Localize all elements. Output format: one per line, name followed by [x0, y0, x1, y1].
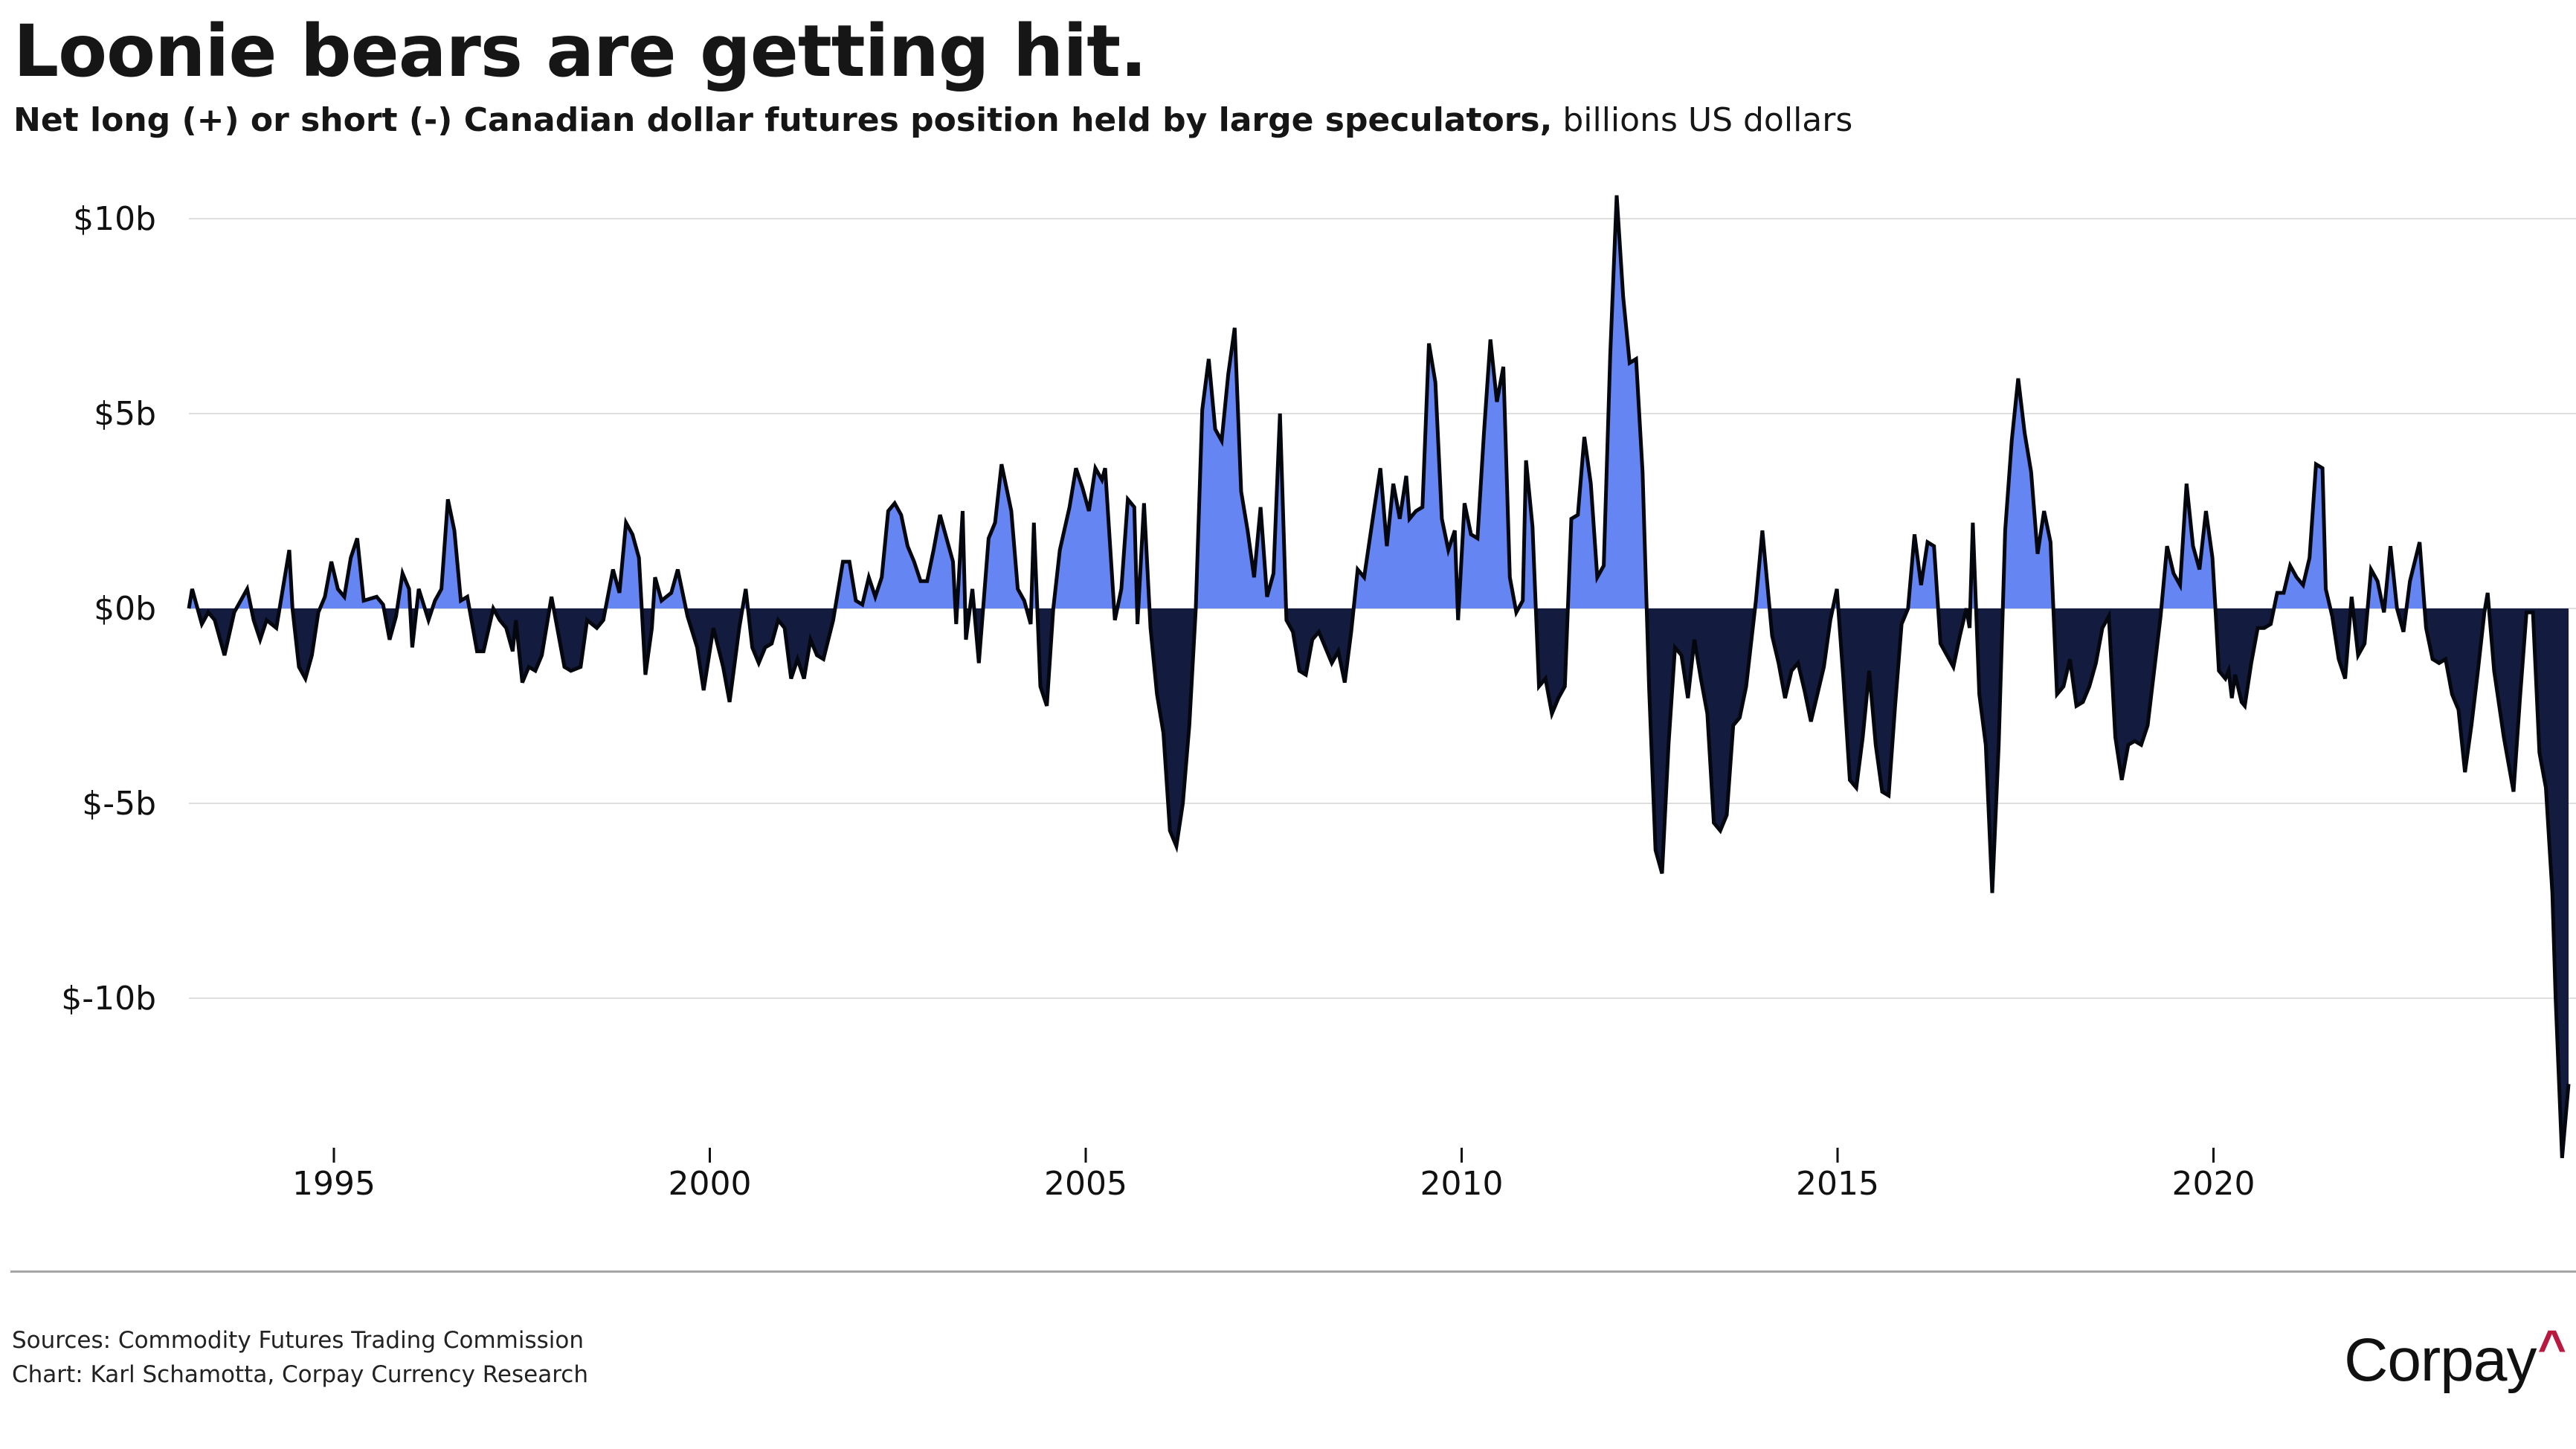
x-tick-label: 2010: [1420, 1165, 1504, 1203]
positive-area: [189, 195, 2569, 608]
x-axis: 1995 2000 2005 2010 2015 2020: [292, 1148, 2255, 1203]
chart-title: Loonie bears are getting hit.: [13, 10, 1147, 93]
negative-area: [189, 608, 2569, 1158]
y-tick-label: $-5b: [82, 785, 156, 823]
y-axis: $10b $5b $0b $-5b $-10b: [61, 200, 156, 1018]
y-tick-label: $10b: [73, 200, 156, 238]
series-line: [187, 195, 2571, 1159]
footer-divider: [10, 1270, 2576, 1273]
area-chart: $10b $5b $0b $-5b $-10b 1995 2000 2005 2010 2015…: [61, 195, 2576, 1203]
y-tick-label: $5b: [94, 395, 156, 433]
x-tick-label: 2000: [669, 1165, 752, 1203]
x-tick-label: 2020: [2172, 1165, 2255, 1203]
x-tick-label: 1995: [292, 1165, 376, 1203]
subtitle-lead: Net long (+) or short (-) Canadian dolla…: [13, 101, 1553, 139]
source-note: Sources: Commodity Futures Trading Commi…: [12, 1327, 585, 1354]
chart-credit: Chart: Karl Schamotta, Corpay Currency R…: [12, 1361, 588, 1388]
chart-subtitle: Net long (+) or short (-) Canadian dolla…: [13, 101, 1852, 139]
subtitle-unit: billions US dollars: [1552, 101, 1853, 139]
caret-icon: ^: [2537, 1320, 2566, 1375]
y-tick-label: $0b: [94, 590, 156, 628]
x-tick-label: 2015: [1796, 1165, 1879, 1203]
corpay-logo: Corpay^: [2344, 1320, 2566, 1395]
y-tick-label: $-10b: [61, 980, 156, 1018]
x-tick-label: 2005: [1044, 1165, 1127, 1203]
logo-text: Corpay: [2344, 1326, 2537, 1394]
